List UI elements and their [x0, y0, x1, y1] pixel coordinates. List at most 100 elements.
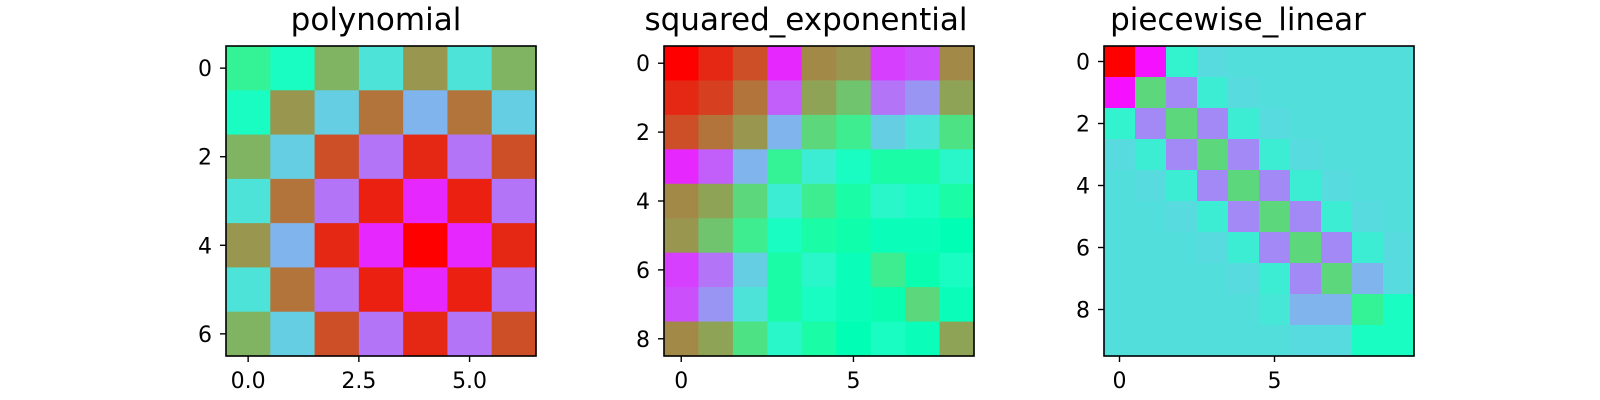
heatmap-cell	[1104, 139, 1136, 171]
heatmap-cell	[314, 311, 360, 357]
heatmap-cell	[664, 149, 700, 185]
heatmap-cell	[664, 218, 700, 254]
y-tick-label: 6	[636, 259, 650, 284]
heatmap-cell	[870, 287, 906, 323]
heatmap-cell	[1290, 170, 1322, 202]
heatmap-cell	[403, 46, 449, 91]
heatmap-cell	[939, 218, 975, 254]
heatmap-cell	[226, 178, 271, 224]
heatmap-cell	[403, 134, 449, 180]
heatmap-cell	[767, 218, 803, 254]
heatmap-cell	[270, 223, 316, 269]
heatmap-cell	[870, 218, 906, 254]
heatmap-cell	[732, 149, 768, 185]
heatmap-cell	[403, 90, 449, 136]
heatmap-cell	[314, 90, 360, 136]
heatmap-cell	[1259, 77, 1291, 109]
heatmap-cell	[801, 218, 837, 254]
heatmap-cell	[939, 287, 975, 323]
heatmap-cell	[1352, 201, 1384, 233]
heatmap-cell	[1135, 139, 1167, 171]
heatmap-cell	[1228, 170, 1260, 202]
heatmap-cell	[447, 178, 493, 224]
heatmap-cell	[1352, 263, 1384, 295]
heatmap-cell	[698, 321, 734, 357]
heatmap-cell	[1197, 170, 1229, 202]
heatmap-cell	[905, 287, 941, 323]
heatmap-cell	[1321, 108, 1353, 140]
heatmap-cell	[664, 114, 700, 150]
heatmap-cell	[1321, 232, 1353, 264]
y-tick-label: 8	[636, 328, 650, 353]
heatmap-cell	[1197, 77, 1229, 109]
heatmap-cell	[836, 46, 872, 82]
heatmap-cell	[491, 90, 537, 136]
heatmap-cell	[870, 183, 906, 219]
heatmap-cell	[1228, 108, 1260, 140]
heatmap-cell	[801, 46, 837, 82]
heatmap-cell	[226, 267, 271, 313]
heatmap-cell	[358, 178, 404, 224]
heatmap-cell	[1321, 263, 1353, 295]
heatmap-cell	[1321, 77, 1353, 109]
heatmap-cell	[358, 311, 404, 357]
heatmap-cell	[801, 80, 837, 116]
heatmap-cell	[905, 183, 941, 219]
heatmap-cell	[1166, 201, 1198, 233]
heatmap-cell	[1135, 108, 1167, 140]
heatmap-cell	[1383, 170, 1415, 202]
heatmap-cell	[314, 267, 360, 313]
heatmap-cell	[1290, 263, 1322, 295]
heatmap-cell	[491, 267, 537, 313]
axes-frame	[1103, 45, 1415, 357]
heatmap-cell	[447, 223, 493, 269]
heatmap-cell	[1290, 139, 1322, 171]
heatmap-cell	[1166, 232, 1198, 264]
heatmap-cell	[1166, 294, 1198, 326]
heatmap-cell	[491, 223, 537, 269]
heatmap-cell	[358, 223, 404, 269]
heatmap-cell	[767, 321, 803, 357]
heatmap-cell	[870, 149, 906, 185]
heatmap-cell	[1383, 325, 1415, 357]
heatmap-cell	[358, 267, 404, 313]
heatmap-cell	[1290, 77, 1322, 109]
heatmap-cell	[491, 311, 537, 357]
heatmap-cell	[1166, 263, 1198, 295]
heatmap-cell	[447, 311, 493, 357]
heatmap-cell	[664, 321, 700, 357]
heatmap-cell	[767, 252, 803, 288]
heatmap-panel-squared-exponential: squared_exponential 0 5 0 2 4 6 8	[636, 2, 975, 394]
heatmap-cell	[1166, 139, 1198, 171]
heatmap-cell	[732, 252, 768, 288]
heatmap-cell	[732, 46, 768, 82]
heatmap-cell	[836, 218, 872, 254]
heatmap-cell	[698, 80, 734, 116]
chart-title: polynomial	[291, 2, 462, 38]
heatmap-cell	[905, 46, 941, 82]
heatmap-cell	[1197, 46, 1229, 78]
y-tick-label: 2	[636, 121, 650, 146]
heatmap-cell	[491, 134, 537, 180]
heatmap-cell	[732, 114, 768, 150]
heatmap-cell	[698, 114, 734, 150]
heatmap-cell	[314, 134, 360, 180]
heatmap-cell	[1321, 325, 1353, 357]
heatmap-cell	[447, 46, 493, 91]
chart-title: piecewise_linear	[1110, 2, 1366, 38]
heatmap-cell	[1197, 325, 1229, 357]
heatmap-cell	[1104, 201, 1136, 233]
heatmap-cell	[1352, 170, 1384, 202]
heatmap-cell	[403, 223, 449, 269]
heatmap-cell	[1383, 294, 1415, 326]
heatmap-cell	[870, 46, 906, 82]
heatmap-cell	[698, 287, 734, 323]
heatmap-cell	[836, 149, 872, 185]
heatmap-cell	[905, 80, 941, 116]
heatmap-cell	[801, 252, 837, 288]
heatmap-cell	[732, 80, 768, 116]
heatmap-cell	[664, 46, 700, 82]
heatmap-cell	[1104, 232, 1136, 264]
heatmap-cell	[698, 252, 734, 288]
